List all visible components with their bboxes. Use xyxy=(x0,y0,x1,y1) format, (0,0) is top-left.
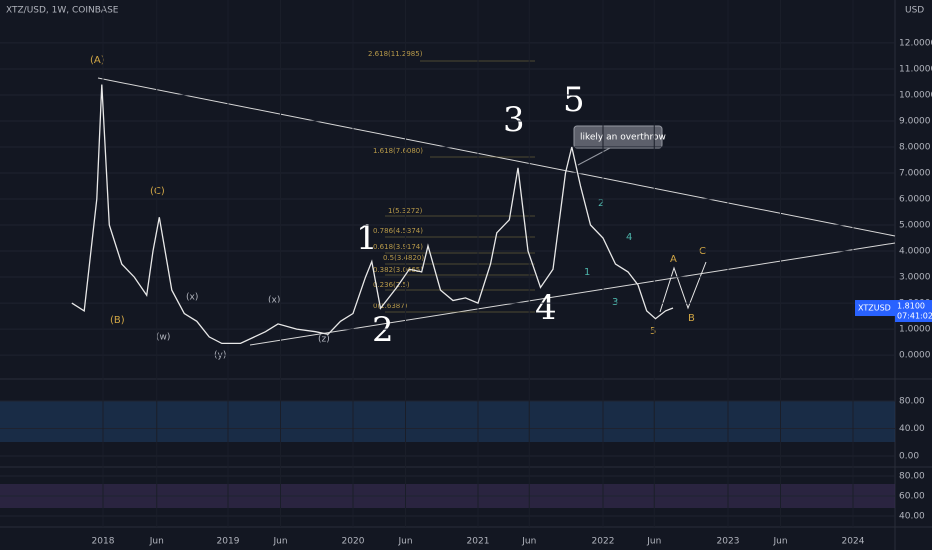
x-tick-label: 2022 xyxy=(592,537,615,547)
x-tick-label: Jun xyxy=(772,537,787,547)
label: (A) xyxy=(90,55,105,66)
label: (z) xyxy=(318,335,330,345)
fib-label: 1.618(7.6080) xyxy=(373,147,423,155)
label: A xyxy=(670,254,677,265)
wave-label: 2 xyxy=(372,310,394,350)
x-tick-label: 2024 xyxy=(842,537,865,547)
x-tick-label: Jun xyxy=(149,537,164,547)
projection xyxy=(659,261,707,313)
x-tick-label: Jun xyxy=(397,537,412,547)
callout-pointer xyxy=(577,147,611,166)
price-tag-text: 1.8100 xyxy=(897,302,925,311)
fib-label: 0.5(3.4820) xyxy=(383,254,424,262)
fib-label: 0.618(3.9174) xyxy=(373,243,423,251)
y-tick-label: 60.00 xyxy=(899,492,925,502)
currency: USD xyxy=(905,6,924,16)
label: 5 xyxy=(650,326,656,337)
x-tick-label: Jun xyxy=(272,537,287,547)
label: 1 xyxy=(584,267,590,278)
y-tick-label: 6.0000 xyxy=(899,195,931,205)
label: (C) xyxy=(150,186,165,197)
x-tick-label: Jun xyxy=(521,537,536,547)
label: 4 xyxy=(626,232,632,243)
y-tick-label: 4.0000 xyxy=(899,247,931,257)
y-tick-label: 3.0000 xyxy=(899,273,931,283)
wave-label: 1 xyxy=(356,218,378,258)
x-tick-label: 2021 xyxy=(467,537,490,547)
fib-label: 0(1.6387) xyxy=(373,302,408,310)
symbol: XTZ/USD, 1W, COINBASE xyxy=(6,6,119,16)
y-tick-label: 80.00 xyxy=(899,472,925,482)
wave-label: 4 xyxy=(535,288,557,328)
label: (x) xyxy=(268,296,280,306)
label: B xyxy=(688,313,695,324)
price-tag xyxy=(895,300,932,323)
symbol-tag xyxy=(855,300,895,317)
fib-label: 0.236(2.5) xyxy=(373,281,410,289)
label: (B) xyxy=(110,315,125,326)
stoch-band xyxy=(0,401,895,442)
label: 3 xyxy=(612,297,618,308)
callout xyxy=(573,125,663,149)
x-tick-label: 2023 xyxy=(717,537,740,547)
x-tick-label: 2019 xyxy=(217,537,240,547)
y-tick-label: 8.0000 xyxy=(899,142,931,152)
y-tick-label: 40.00 xyxy=(899,424,925,434)
y-tick-label: 40.00 xyxy=(899,512,925,522)
fib-label: 2.618(11.2985) xyxy=(368,50,423,58)
symbol-tag-text: XTZUSD xyxy=(858,304,891,313)
callout-text: likely an overthrow xyxy=(580,133,666,143)
price-line xyxy=(71,84,674,345)
y-tick-label: 80.00 xyxy=(899,396,925,406)
label: 2 xyxy=(598,198,604,209)
y-tick-label: 11.0000 xyxy=(899,64,932,74)
y-tick-label: 7.0000 xyxy=(899,169,931,179)
label: (w) xyxy=(156,333,170,343)
y-tick-label: 5.0000 xyxy=(899,221,931,231)
y-tick-label: 9.0000 xyxy=(899,116,931,126)
wave-label: 3 xyxy=(503,100,525,140)
label: (x) xyxy=(186,293,198,303)
y-tick-label: 0.0000 xyxy=(899,351,931,361)
x-tick-label: Jun xyxy=(646,537,661,547)
fib-label: 0.786(4.5374) xyxy=(373,227,423,235)
countdown: 07:41:02 xyxy=(897,312,932,321)
x-tick-label: 2020 xyxy=(342,537,365,547)
y-tick-label: 0.00 xyxy=(899,452,919,462)
y-tick-label: 12.0000 xyxy=(899,38,932,48)
y-tick-label: 10.0000 xyxy=(899,90,932,100)
fib-label: 0.382(3.0465) xyxy=(373,266,423,274)
wave-label: 5 xyxy=(563,80,585,120)
trend-line xyxy=(249,242,896,346)
x-tick-label: 2018 xyxy=(92,537,115,547)
y-tick-label: 1.0000 xyxy=(899,325,931,335)
